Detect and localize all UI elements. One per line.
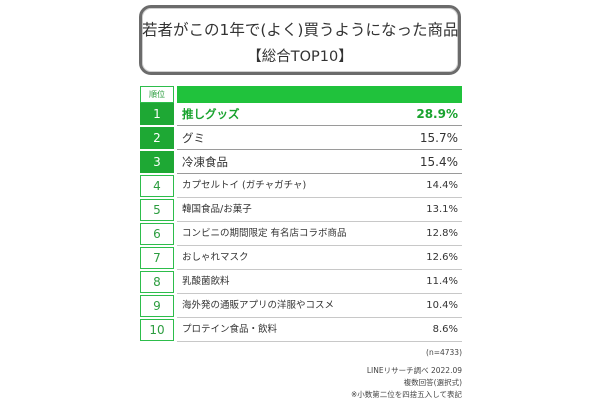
table-row: 5 韓国食品/お菓子 13.1% [140, 199, 462, 223]
item-label: 海外発の通販アプリの洋服やコスメ [182, 300, 335, 311]
rank-cell: 4 [140, 175, 174, 197]
title-box: 若者がこの1年で(よく)買うようになった商品 【総合TOP10】 [139, 5, 461, 75]
rank-cell: 10 [140, 319, 174, 341]
rank-cell: 5 [140, 199, 174, 221]
item-label: プロテイン食品・飲料 [182, 324, 278, 335]
table-row: 1 推しグッズ 28.9% [140, 103, 462, 127]
rank-cell: 7 [140, 247, 174, 269]
value-label: 12.6% [426, 252, 458, 263]
method-note: 複数回答(選択式) [403, 378, 462, 387]
value-label: 8.6% [432, 324, 458, 335]
value-label: 14.4% [426, 180, 458, 191]
row-divider [177, 245, 462, 246]
table-row: 4 カプセルトイ (ガチャガチャ) 14.4% [140, 175, 462, 199]
rank-cell: 2 [140, 127, 174, 149]
row-divider [177, 293, 462, 294]
footer-notes: (n=4733) LINEリサーチ調べ 2022.09 複数回答(選択式) ※小… [351, 347, 462, 401]
item-label: 乳酸菌飲料 [182, 276, 230, 287]
row-divider [177, 341, 462, 342]
item-label: コンビニの期間限定 有名店コラボ商品 [182, 228, 347, 239]
value-label: 28.9% [416, 107, 458, 121]
item-label: 韓国食品/お菓子 [182, 204, 252, 215]
row-divider [177, 317, 462, 318]
value-label: 10.4% [426, 300, 458, 311]
table-header-row: 順位 [140, 86, 462, 103]
row-divider [177, 173, 462, 174]
item-label: おしゃれマスク [182, 252, 249, 263]
value-label: 12.8% [426, 228, 458, 239]
value-label: 11.4% [426, 276, 458, 287]
rank-cell: 6 [140, 223, 174, 245]
rank-column-header: 順位 [140, 86, 174, 103]
rounding-note: ※小数第二位を四捨五入して表記 [350, 390, 462, 399]
table-rows: 1 推しグッズ 28.9% 2 グミ 15.7% 3 冷凍食品 15.4% 4 カプセルトイ (ガチ… [140, 103, 462, 343]
sample-size: (n=4733) [426, 348, 462, 357]
table-row: 8 乳酸菌飲料 11.4% [140, 271, 462, 295]
item-label: カプセルトイ (ガチャガチャ) [182, 180, 307, 191]
item-label: 推しグッズ [182, 107, 240, 121]
rank-cell: 9 [140, 295, 174, 317]
row-divider [177, 221, 462, 222]
chart-subtitle: 【総合TOP10】 [247, 49, 353, 65]
value-label: 15.7% [419, 131, 458, 145]
rank-cell: 8 [140, 271, 174, 293]
table-row: 10 プロテイン食品・飲料 8.6% [140, 319, 462, 343]
ranking-table: 順位 1 推しグッズ 28.9% 2 グミ 15.7% 3 冷凍食品 15.4% 4 カプセルトイ … [140, 86, 462, 343]
source-note: LINEリサーチ調べ 2022.09 [366, 366, 462, 375]
chart-title: 若者がこの1年で(よく)買うようになった商品 [142, 21, 459, 39]
value-label: 15.4% [419, 155, 458, 169]
rank-cell: 3 [140, 151, 174, 173]
value-label: 13.1% [426, 204, 458, 215]
row-divider [177, 125, 462, 126]
header-accent-bar [177, 86, 462, 103]
table-row: 6 コンビニの期間限定 有名店コラボ商品 12.8% [140, 223, 462, 247]
row-divider [177, 149, 462, 150]
table-row: 2 グミ 15.7% [140, 127, 462, 151]
table-row: 3 冷凍食品 15.4% [140, 151, 462, 175]
table-row: 7 おしゃれマスク 12.6% [140, 247, 462, 271]
rank-cell: 1 [140, 103, 174, 125]
row-divider [177, 197, 462, 198]
table-row: 9 海外発の通販アプリの洋服やコスメ 10.4% [140, 295, 462, 319]
row-divider [177, 269, 462, 270]
item-label: 冷凍食品 [182, 155, 228, 169]
item-label: グミ [182, 131, 205, 145]
